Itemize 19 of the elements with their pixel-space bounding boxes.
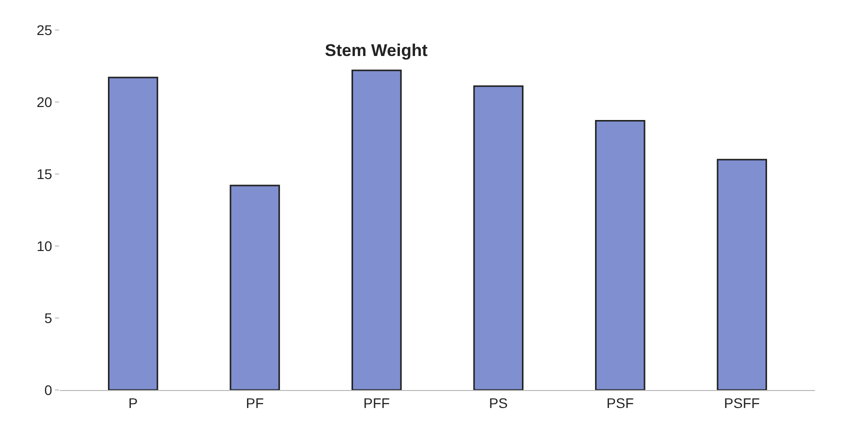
bar — [473, 85, 524, 390]
bar — [716, 158, 768, 390]
x-tick-label: P — [128, 394, 138, 411]
text: Stem Weight — [324, 40, 428, 60]
x-tick-label: PF — [246, 394, 264, 411]
bar — [352, 70, 402, 390]
y-tick-label: 5 — [44, 310, 52, 326]
y-tick-label: 15 — [36, 166, 52, 182]
y-tick-label: 0 — [44, 382, 52, 398]
y-tick-label: 10 — [36, 238, 52, 254]
x-tick-label: PS — [489, 394, 508, 411]
bar — [230, 184, 280, 390]
bar — [108, 76, 158, 390]
x-tick-label: PFF — [363, 394, 390, 411]
y-tick-label: 25 — [36, 22, 52, 38]
bar — [595, 120, 646, 390]
x-tick-label: PSF — [606, 394, 634, 411]
y-tick-label: 20 — [36, 94, 52, 110]
x-tick-label: PSFF — [724, 394, 760, 411]
